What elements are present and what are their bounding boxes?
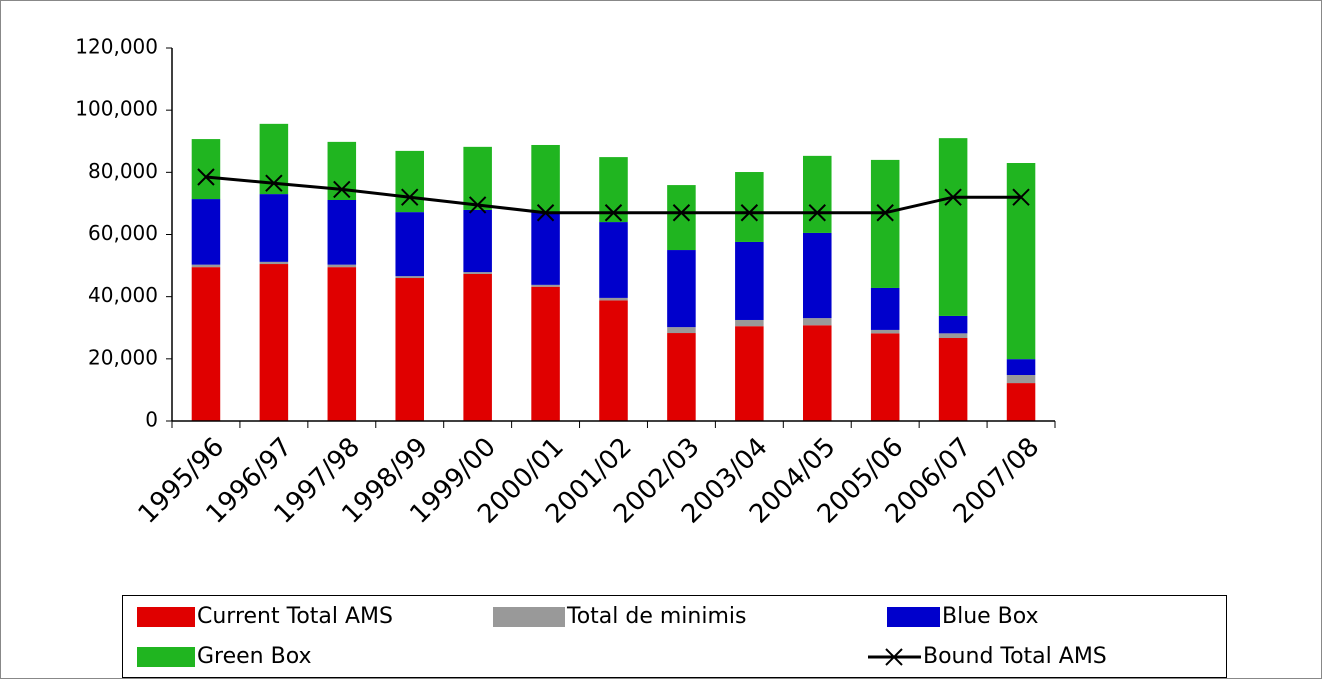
bar-segment: [938, 338, 968, 421]
legend-box: [122, 595, 1227, 678]
bar-segment: [735, 241, 764, 320]
bar-segment: [531, 286, 560, 421]
bar-segment: [259, 264, 289, 421]
bar-segment: [395, 150, 424, 213]
line-marker: [468, 196, 487, 214]
bar-segment: [463, 146, 492, 210]
line-marker: [1012, 188, 1030, 206]
bar-segment: [327, 264, 357, 268]
bar-segment: [667, 250, 696, 328]
legend-label: Blue Box: [942, 604, 1039, 629]
legend-label: Current Total AMS: [197, 604, 393, 629]
bar-segment: [327, 267, 357, 421]
line-marker: [740, 204, 759, 222]
bar-segment: [1006, 163, 1036, 360]
line-marker: [604, 204, 623, 222]
bar-segment: [870, 329, 900, 334]
legend-label: Bound Total AMS: [923, 644, 1107, 669]
bar-segment: [1006, 359, 1036, 375]
legend-swatch: [493, 607, 565, 627]
bar-segment: [938, 138, 968, 316]
line-marker: [808, 204, 826, 222]
bar-segment: [259, 194, 289, 262]
bar-segment: [870, 287, 900, 330]
y-tick-label: 100,000: [75, 97, 158, 121]
bar-segment: [735, 172, 764, 242]
bar-segment: [599, 157, 628, 223]
legend-label: Green Box: [197, 644, 312, 669]
bar-segment: [259, 261, 289, 265]
bar-segment: [803, 325, 832, 421]
bar-segment: [463, 209, 492, 273]
line-marker: [944, 188, 962, 206]
y-tick-label: 80,000: [88, 159, 158, 183]
bar-segment: [803, 155, 832, 233]
legend-marker: [885, 648, 903, 666]
bar-segment: [1006, 374, 1036, 384]
bar-segment: [1006, 383, 1036, 421]
line-marker: [672, 204, 691, 222]
line-marker: [333, 180, 351, 199]
line-marker: [876, 204, 894, 222]
bar-segment: [599, 300, 628, 421]
bar-segment: [667, 327, 696, 334]
bar-segment: [327, 199, 357, 265]
bar-segment: [191, 199, 221, 265]
bar-segment: [938, 333, 968, 339]
y-tick-label: 120,000: [75, 35, 158, 59]
bar-segment: [870, 159, 900, 288]
bar-segment: [191, 264, 221, 268]
line-marker: [197, 168, 215, 186]
bar-segment: [938, 315, 968, 334]
bar-segment: [599, 222, 628, 298]
bar-segment: [395, 276, 424, 279]
bar-segment: [191, 139, 221, 200]
y-tick-label: 40,000: [88, 283, 158, 307]
bar-segment: [531, 284, 560, 287]
legend-label: Total de minimis: [566, 604, 746, 629]
line-marker: [536, 204, 555, 222]
line-marker: [401, 188, 419, 206]
bar-segment: [531, 144, 560, 213]
legend-swatch: [137, 647, 195, 667]
bar-segment: [531, 212, 560, 285]
bar-segment: [667, 185, 696, 251]
legend-swatch: [137, 607, 195, 627]
bar-segment: [803, 318, 832, 326]
bar-segment: [667, 333, 696, 421]
bar-segment: [395, 278, 424, 421]
bar-segment: [735, 326, 764, 421]
bar-segment: [395, 212, 424, 277]
y-tick-label: 20,000: [88, 345, 158, 369]
bar-segment: [191, 267, 221, 421]
bar-segment: [735, 319, 764, 327]
bar-segment: [599, 297, 628, 301]
bar-segment: [463, 273, 492, 421]
line-marker: [265, 174, 283, 192]
bar-segment: [870, 333, 900, 421]
y-tick-label: 0: [145, 408, 158, 432]
bar-segment: [463, 272, 492, 274]
legend-swatch: [887, 607, 940, 627]
y-tick-label: 60,000: [88, 221, 158, 245]
bar-segment: [803, 232, 832, 319]
